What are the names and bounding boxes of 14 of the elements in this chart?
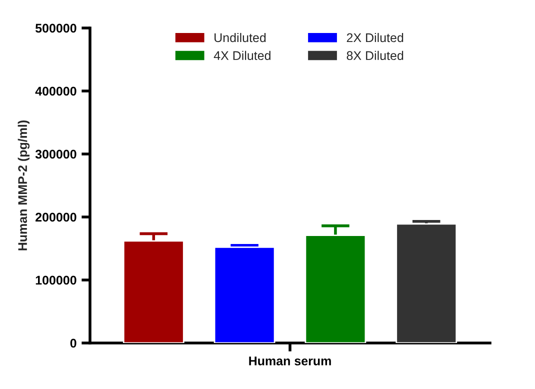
y-tick-label: 100000 (36, 276, 76, 285)
y-tick-label: 200000 (36, 212, 76, 222)
legend-label: 8X Diluted (346, 50, 404, 60)
y-tick-label: 400000 (35, 86, 76, 96)
bar (396, 223, 458, 343)
y-axis-title: Human MMP-2 (pg/ml) (18, 120, 30, 250)
legend-label: 4X Diluted (214, 50, 270, 60)
y-tick-label: 300000 (35, 150, 76, 159)
legend-label: Undiluted (214, 32, 266, 42)
x-tick-label: Human serum (249, 356, 331, 366)
y-tick-label: 0 (70, 338, 76, 348)
bar (214, 246, 276, 343)
y-tick-label: 500000 (35, 24, 76, 33)
legend-label: 2X Diluted (346, 32, 404, 42)
